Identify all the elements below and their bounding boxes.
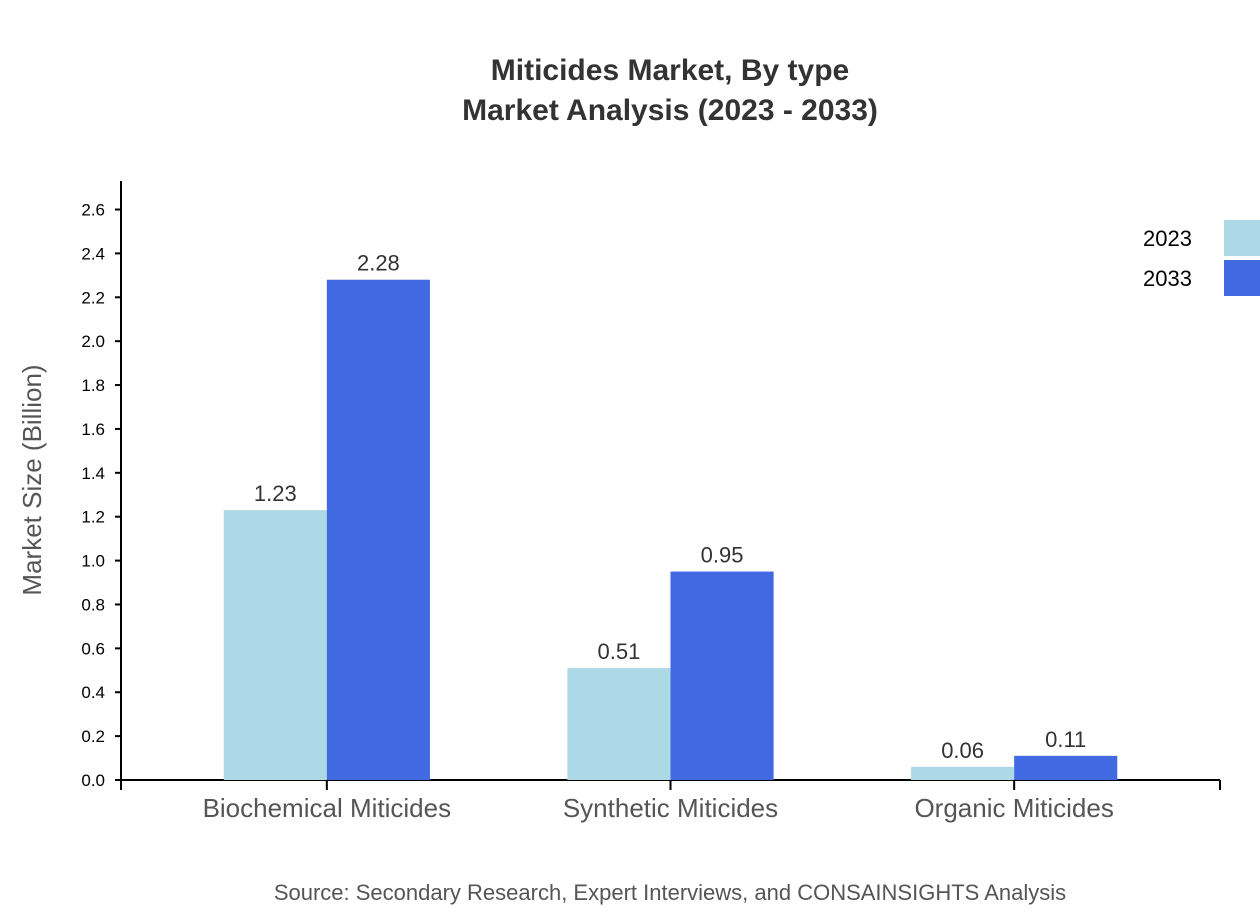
y-tick-label: 1.6 [81, 420, 105, 439]
x-axis: Biochemical Miticides Synthetic Miticides… [120, 779, 1221, 823]
y-tick-label: 2.6 [81, 201, 105, 220]
x-tick-label: Synthetic Miticides [563, 793, 778, 823]
y-tick-label: 2.0 [81, 332, 105, 351]
data-label: 1.23 [254, 481, 297, 506]
bar-2023 [567, 668, 671, 780]
legend-label: 2023 [1143, 226, 1192, 251]
legend-swatch [1224, 220, 1260, 256]
source-note: Source: Secondary Research, Expert Inter… [274, 880, 1066, 905]
bar-2033 [1014, 755, 1118, 780]
x-tick-label: Biochemical Miticides [203, 793, 452, 823]
bars: 1.23 2.28 0.51 0.95 0.06 0.11 [223, 251, 1118, 780]
y-tick-label: 0.0 [81, 771, 105, 790]
data-label: 0.11 [1045, 727, 1086, 752]
bar-2023 [223, 510, 327, 780]
legend: 2023 2033 [1143, 220, 1260, 296]
y-tick-label: 2.4 [81, 244, 105, 263]
y-tick-label: 0.6 [81, 639, 105, 658]
y-tick-label: 2.2 [81, 288, 105, 307]
y-tick-label: 1.0 [81, 552, 105, 571]
data-label: 0.95 [701, 543, 744, 568]
data-label: 0.51 [598, 639, 641, 664]
bar-2023 [911, 766, 1015, 780]
legend-swatch [1224, 260, 1260, 296]
bar-2033 [670, 571, 774, 780]
data-label: 0.06 [941, 738, 984, 763]
chart-subtitle: Market Analysis (2023 - 2033) [462, 94, 878, 127]
x-tick-label: Organic Miticides [914, 793, 1113, 823]
y-tick-label: 1.4 [81, 464, 105, 483]
y-axis: 0.0 0.2 0.4 0.6 0.8 1.0 1.2 1.4 1.6 1.8 2.0 2.2 2.4 2… [81, 181, 122, 790]
y-tick-label: 0.4 [81, 683, 105, 702]
bar-2033 [326, 279, 430, 780]
y-tick-label: 1.2 [81, 508, 105, 527]
y-tick-label: 0.2 [81, 727, 105, 746]
chart-title: Miticides Market, By type [491, 54, 849, 87]
legend-label: 2033 [1143, 266, 1192, 291]
data-label: 2.28 [357, 251, 400, 276]
y-tick-label: 1.8 [81, 376, 105, 395]
y-axis-label: Market Size (Billion) [17, 364, 47, 595]
y-tick-label: 0.8 [81, 595, 105, 614]
